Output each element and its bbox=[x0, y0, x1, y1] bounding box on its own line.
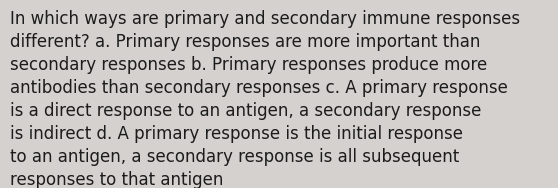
Text: to an antigen, a secondary response is all subsequent: to an antigen, a secondary response is a… bbox=[10, 148, 459, 166]
Text: is indirect d. A primary response is the initial response: is indirect d. A primary response is the… bbox=[10, 125, 463, 143]
Text: In which ways are primary and secondary immune responses: In which ways are primary and secondary … bbox=[10, 10, 520, 28]
Text: different? a. Primary responses are more important than: different? a. Primary responses are more… bbox=[10, 33, 480, 51]
Text: responses to that antigen: responses to that antigen bbox=[10, 171, 223, 188]
Text: is a direct response to an antigen, a secondary response: is a direct response to an antigen, a se… bbox=[10, 102, 482, 120]
Text: secondary responses b. Primary responses produce more: secondary responses b. Primary responses… bbox=[10, 56, 487, 74]
Text: antibodies than secondary responses c. A primary response: antibodies than secondary responses c. A… bbox=[10, 79, 508, 97]
